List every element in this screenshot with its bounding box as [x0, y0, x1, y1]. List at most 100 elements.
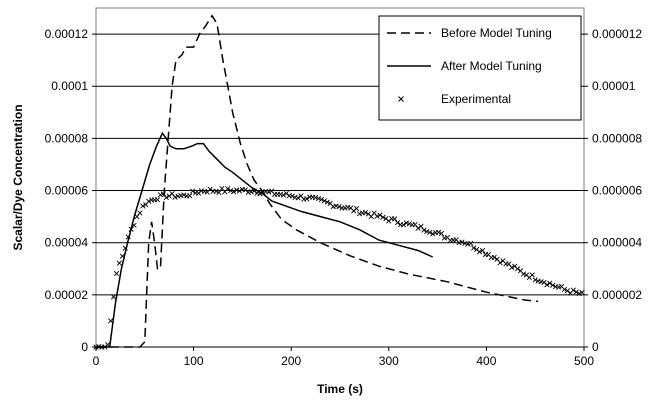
y-tick-label-left: 0.00012: [45, 27, 89, 41]
experimental-point: [515, 266, 521, 272]
experimental-point: [377, 212, 383, 218]
experimental-point: [163, 194, 169, 201]
experimental-point: [430, 231, 436, 237]
experimental-point: [497, 260, 503, 266]
experimental-point: [137, 210, 143, 216]
y-axis-title: Scalar/Dye Concentration: [11, 104, 25, 250]
legend-label: Before Model Tuning: [441, 26, 552, 40]
experimental-point: [146, 198, 152, 204]
experimental-point: [216, 189, 222, 196]
y-tick-label-right: 0.000008: [592, 131, 642, 145]
experimental-point: [544, 282, 550, 288]
experimental-point: [181, 192, 187, 198]
experimental-point: [362, 209, 368, 216]
experimental-point: [110, 294, 117, 300]
experimental-point: [532, 277, 538, 283]
experimental-point: [251, 188, 257, 194]
experimental-point: [435, 229, 442, 236]
y-tick-label-right: 0: [592, 340, 599, 354]
experimental-point: [187, 193, 193, 199]
experimental-point: [125, 234, 131, 240]
series-line-before-model-tuning: [96, 14, 539, 348]
experimental-point: [491, 254, 497, 261]
y-tick-label-right: 0.000006: [592, 184, 642, 198]
y-tick-label-right: 0.00001: [592, 79, 636, 93]
experimental-point: [418, 223, 424, 229]
experimental-point: [190, 188, 196, 194]
experimental-point: [403, 220, 409, 226]
experimental-point: [564, 288, 571, 294]
legend-label: After Model Tuning: [441, 59, 542, 73]
experimental-point: [108, 318, 114, 324]
experimental-point: [236, 188, 243, 194]
experimental-point: [131, 222, 137, 228]
experimental-point: [230, 189, 237, 195]
experimental-point: [509, 264, 515, 271]
experimental-point: [134, 214, 140, 220]
experimental-point: [248, 189, 254, 195]
experimental-point: [160, 191, 166, 197]
experimental-point: [424, 228, 430, 235]
experimental-point: [228, 188, 234, 194]
experimental-point: [573, 289, 579, 295]
experimental-point: [392, 216, 398, 222]
experimental-point: [295, 195, 301, 201]
experimental-point: [415, 225, 421, 231]
experimental-point: [380, 214, 386, 220]
x-tick-label: 400: [476, 354, 496, 368]
experimental-point: [579, 289, 585, 296]
x-axis-title: Time (s): [317, 382, 363, 396]
experimental-point: [394, 220, 401, 226]
experimental-point: [201, 188, 207, 194]
y-tick-label-left: 0.00002: [45, 288, 89, 302]
experimental-point: [233, 187, 240, 193]
y-tick-label-left: 0.00006: [45, 184, 89, 198]
y-tick-label-right: 0.000002: [592, 288, 642, 302]
experimental-point: [207, 186, 213, 192]
experimental-point: [157, 192, 164, 198]
y-tick-label-right: 0.000012: [592, 27, 642, 41]
experimental-point: [280, 192, 287, 198]
experimental-point: [576, 290, 582, 297]
legend-label: Experimental: [441, 92, 511, 106]
x-tick-label: 100: [184, 354, 204, 368]
experimental-markers: [93, 185, 585, 350]
experimental-point: [154, 197, 161, 203]
experimental-point: [561, 286, 568, 293]
experimental-point: [140, 203, 146, 209]
experimental-point: [318, 196, 325, 203]
x-tick-label: 300: [379, 354, 399, 368]
y-tick-label-right: 0.000004: [592, 236, 642, 250]
experimental-point: [266, 189, 272, 195]
experimental-point: [113, 270, 120, 277]
experimental-point: [257, 191, 263, 197]
experimental-point: [374, 213, 380, 219]
experimental-point: [283, 190, 289, 197]
experimental-point: [353, 205, 360, 212]
y-tick-label-left: 0.0001: [51, 79, 88, 93]
experimental-point: [172, 194, 178, 200]
experimental-point: [468, 240, 474, 247]
experimental-point: [289, 193, 295, 199]
experimental-point: [260, 189, 266, 196]
y-tick-label-left: 0: [81, 340, 88, 354]
experimental-point: [520, 271, 527, 277]
experimental-point: [213, 188, 219, 194]
experimental-point: [169, 190, 175, 197]
experimental-point: [529, 272, 535, 278]
experimental-point: [547, 280, 553, 286]
experimental-point: [312, 194, 319, 201]
experimental-point: [105, 342, 111, 348]
experimental-point: [324, 199, 330, 205]
experimental-point: [321, 198, 328, 204]
experimental-point: [427, 229, 433, 236]
experimental-point: [471, 245, 477, 251]
experimental-point: [122, 245, 128, 251]
experimental-point: [476, 249, 483, 255]
experimental-point: [225, 186, 231, 192]
experimental-point: [479, 247, 486, 254]
experimental-point: [195, 190, 202, 196]
experimental-point: [421, 227, 427, 233]
